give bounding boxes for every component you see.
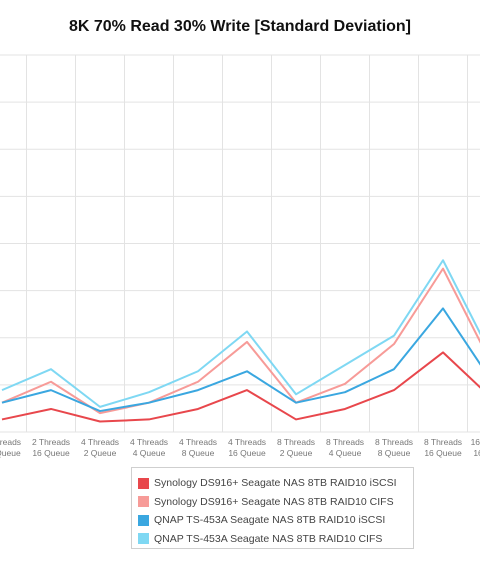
- x-tick-label: 16 Queue: [424, 448, 462, 458]
- legend-swatch: [138, 533, 149, 545]
- x-tick-label: 8 Threads: [326, 437, 364, 447]
- legend: Synology DS916+ Seagate NAS 8TB RAID10 i…: [131, 467, 414, 549]
- x-tick-label: 1 Threads: [0, 437, 21, 447]
- grid: [0, 54, 480, 433]
- x-tick-label: 2 Queue: [84, 448, 117, 458]
- x-tick-label: 2 Queue: [280, 448, 313, 458]
- x-tick-label: 4 Threads: [81, 437, 119, 447]
- x-tick-label: 8 Threads: [375, 437, 413, 447]
- legend-label: Synology DS916+ Seagate NAS 8TB RAID10 C…: [154, 495, 394, 508]
- series-line-2: [1, 267, 480, 415]
- x-tick-label: 8 Queue: [378, 448, 411, 458]
- x-tick-label: 4 Threads: [130, 437, 168, 447]
- x-tick-label: 4 Threads: [228, 437, 266, 447]
- x-tick-label: 8 Threads: [277, 437, 315, 447]
- legend-swatch: [138, 477, 149, 489]
- legend-label: QNAP TS-453A Seagate NAS 8TB RAID10 CIFS: [154, 532, 383, 545]
- x-tick-label: 16 Threads: [471, 437, 480, 447]
- legend-item[interactable]: Synology DS916+ Seagate NAS 8TB RAID10 C…: [138, 493, 413, 512]
- x-tick-label: 2 Threads: [32, 437, 70, 447]
- x-tick-label: 16 Queue: [0, 448, 21, 458]
- legend-item[interactable]: Synology DS916+ Seagate NAS 8TB RAID10 i…: [138, 474, 413, 493]
- series-lines: [1, 259, 480, 423]
- series-line-4: [1, 259, 480, 408]
- x-tick-label: 4 Queue: [133, 448, 166, 458]
- x-tick-label: 16 Queue: [473, 448, 480, 458]
- x-tick-label: 16 Queue: [228, 448, 266, 458]
- x-tick-label: 8 Queue: [182, 448, 215, 458]
- series-line-3: [1, 307, 480, 413]
- legend-item[interactable]: QNAP TS-453A Seagate NAS 8TB RAID10 iSCS…: [138, 511, 413, 530]
- legend-swatch: [138, 496, 149, 508]
- x-tick-label: 4 Queue: [329, 448, 362, 458]
- legend-swatch: [138, 514, 149, 526]
- x-tick-label: 4 Threads: [179, 437, 217, 447]
- x-tick-label: 16 Queue: [32, 448, 70, 458]
- legend-item[interactable]: QNAP TS-453A Seagate NAS 8TB RAID10 CIFS: [138, 530, 413, 549]
- chart-title: 8K 70% Read 30% Write [Standard Deviatio…: [68, 18, 412, 35]
- legend-label: QNAP TS-453A Seagate NAS 8TB RAID10 iSCS…: [154, 514, 386, 527]
- legend-label: Synology DS916+ Seagate NAS 8TB RAID10 i…: [154, 477, 397, 490]
- series-line-1: [1, 351, 480, 423]
- x-tick-label: 8 Threads: [424, 437, 462, 447]
